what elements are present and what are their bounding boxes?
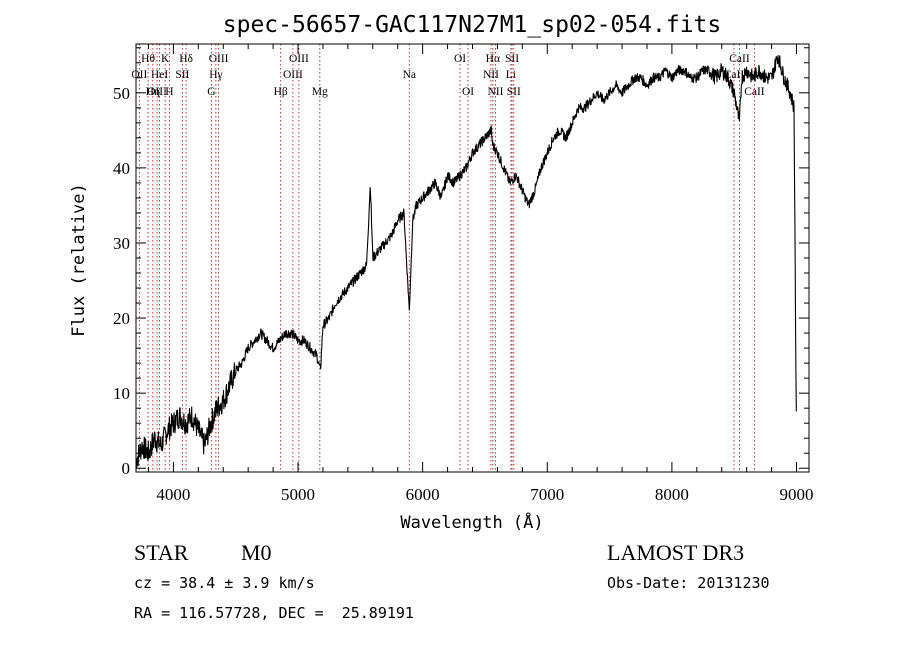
x-tick-label: 8000 <box>655 485 689 504</box>
spectral-line-label: SII <box>507 86 521 98</box>
spectral-line-label: OIII <box>209 53 229 65</box>
spectral-line-label: K <box>161 53 170 65</box>
spectral-line-label: SII <box>505 53 519 65</box>
y-tick-label: 20 <box>113 309 130 328</box>
spectrum-series-line <box>135 55 797 469</box>
spectral-line-label: Li <box>506 69 516 81</box>
x-tick-label: 4000 <box>156 485 190 504</box>
spectral-line-label: Hβ <box>274 86 288 98</box>
axis-ticks <box>136 44 809 472</box>
x-tick-label: 9000 <box>780 485 814 504</box>
spectral-line-label: Hγ <box>209 69 222 81</box>
spectral-line-label: CaII <box>744 86 765 98</box>
plot-frame <box>135 43 810 473</box>
x-axis-label: Wavelength (Å) <box>400 511 543 533</box>
y-tick-label: 30 <box>113 234 130 253</box>
x-tick-label: 5000 <box>281 485 315 504</box>
observation-date: Obs-Date: 20131230 <box>607 574 770 592</box>
y-tick-label: 10 <box>113 384 130 403</box>
spectral-line-label: SII <box>175 69 189 81</box>
spectral-line-label: Hθ <box>141 53 155 65</box>
spectral-line-label: OIII <box>283 69 303 81</box>
spectral-line-label: NII <box>483 69 499 81</box>
spectral-line-label: Hη <box>146 86 160 98</box>
spectral-line-label: Hα <box>486 53 500 65</box>
object-subclass: M0 <box>241 540 272 565</box>
spectral-line-label: OIII <box>147 86 167 98</box>
spectral-line-label: OI <box>462 86 474 98</box>
tick-labels: 4000 5000 6000 7000 8000 9000 0 10 20 30 40 50 <box>113 84 814 504</box>
spectral-line-label: Na <box>403 69 416 81</box>
x-tick-label: 7000 <box>530 485 564 504</box>
ra-dec-coordinates: RA = 116.57728, DEC = 25.89191 <box>134 604 414 622</box>
spectral-line-label: CaII <box>729 53 750 65</box>
y-axis-label: Flux (relative) <box>69 183 89 337</box>
x-tick-label: 6000 <box>406 485 440 504</box>
spectral-line-label: OII <box>131 69 147 81</box>
y-tick-label: 40 <box>113 159 130 178</box>
spectral-line-label: HeI <box>151 69 168 81</box>
y-tick-label: 0 <box>122 459 131 478</box>
object-class: STAR <box>134 540 189 565</box>
spectral-line-label: OIII <box>289 53 309 65</box>
survey-name: LAMOST DR3 <box>607 540 745 565</box>
chart-title: spec-56657-GAC117N27M1_sp02-054.fits <box>223 12 722 38</box>
spectral-line-label: OI <box>454 53 466 65</box>
spectral-line-label: Hδ <box>179 53 193 65</box>
spectral-line-label: G <box>207 86 215 98</box>
spectral-line-label: CaII <box>724 69 745 81</box>
spectral-line-label: NII <box>487 86 503 98</box>
redshift-cz: cz = 38.4 ± 3.9 km/s <box>134 574 315 592</box>
y-tick-label: 50 <box>113 84 130 103</box>
spectral-line-label: H <box>165 86 173 98</box>
spectral-line-label: Mg <box>312 86 328 98</box>
